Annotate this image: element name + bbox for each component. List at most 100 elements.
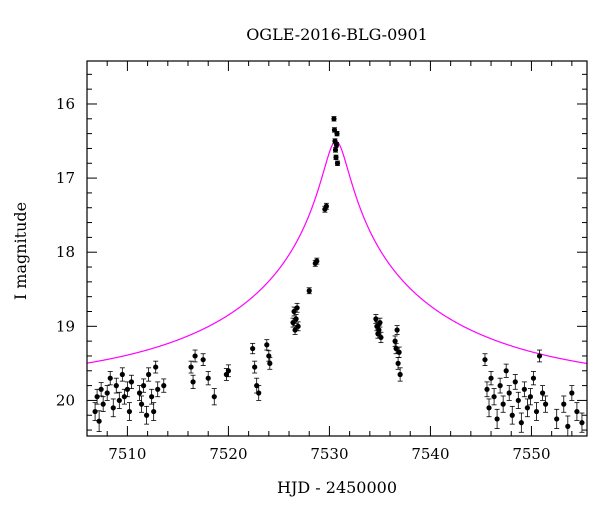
data-point xyxy=(161,383,167,389)
data-point xyxy=(512,379,518,385)
data-point xyxy=(392,338,398,344)
data-point xyxy=(521,386,527,392)
data-point xyxy=(539,390,546,396)
data-point xyxy=(494,416,500,422)
data-point xyxy=(92,408,98,415)
data-point xyxy=(378,334,384,341)
chart-title: OGLE-2016-BLG-0901 xyxy=(246,25,428,44)
data-point xyxy=(250,345,256,352)
y-tick-label: 20 xyxy=(56,391,75,409)
data-point xyxy=(515,397,521,404)
data-point xyxy=(377,320,383,326)
y-tick-label: 17 xyxy=(56,169,75,187)
data-point xyxy=(373,316,379,322)
y-tick-label: 19 xyxy=(56,317,75,335)
data-point xyxy=(497,383,503,389)
data-point xyxy=(542,401,549,407)
data-point xyxy=(491,394,497,400)
data-point xyxy=(396,349,402,355)
data-point xyxy=(291,308,297,315)
data-point xyxy=(256,390,262,396)
y-tick-label: 18 xyxy=(56,243,75,261)
data-point xyxy=(395,360,401,366)
data-point xyxy=(500,401,506,407)
x-tick-label: 7540 xyxy=(411,445,449,463)
data-point xyxy=(211,394,217,400)
data-point xyxy=(295,323,301,329)
data-point xyxy=(561,401,567,407)
data-point xyxy=(110,405,116,411)
data-point xyxy=(188,364,194,370)
data-point xyxy=(574,408,580,415)
data-point xyxy=(533,408,540,415)
x-axis-title: HJD - 2450000 xyxy=(277,478,397,497)
data-point xyxy=(294,305,300,311)
data-point xyxy=(149,394,155,400)
data-point xyxy=(98,386,104,392)
data-point xyxy=(225,368,232,374)
data-point xyxy=(126,408,133,415)
data-point xyxy=(136,390,143,396)
data-point xyxy=(333,154,339,160)
data-point xyxy=(486,405,492,411)
data-point xyxy=(579,420,585,426)
data-point xyxy=(94,394,100,400)
data-point xyxy=(100,401,106,407)
data-point xyxy=(306,288,312,294)
data-point xyxy=(290,320,296,326)
x-tick-label: 7520 xyxy=(209,445,247,463)
x-tick-label: 7550 xyxy=(512,445,550,463)
data-point xyxy=(565,423,571,429)
data-point xyxy=(205,375,211,381)
data-point xyxy=(151,408,157,415)
data-point xyxy=(138,401,145,407)
data-point xyxy=(267,360,273,366)
data-point xyxy=(113,383,119,389)
data-point xyxy=(323,203,329,209)
data-point xyxy=(153,364,159,370)
data-point xyxy=(96,418,102,424)
data-point xyxy=(536,353,543,359)
data-point xyxy=(376,327,382,333)
plot-frame xyxy=(86,60,588,437)
data-point xyxy=(128,379,135,385)
data-point xyxy=(119,371,125,378)
data-point xyxy=(333,142,340,148)
data-point xyxy=(155,386,161,392)
data-point xyxy=(314,258,320,264)
x-tick-label: 7510 xyxy=(108,445,146,463)
data-point xyxy=(509,412,515,418)
data-point xyxy=(264,342,270,348)
data-point xyxy=(252,364,258,370)
data-point xyxy=(293,316,299,322)
plot-area: 7510 7520 7530 7540 7550 16 17 18 19 20 xyxy=(56,61,587,463)
data-point xyxy=(397,371,403,378)
x-tick-label: 7530 xyxy=(310,445,348,463)
data-point xyxy=(116,397,122,404)
data-point xyxy=(484,386,490,392)
data-point xyxy=(292,327,298,333)
data-point xyxy=(569,390,575,396)
data-point xyxy=(143,412,150,418)
data-point xyxy=(121,394,127,400)
data-point xyxy=(192,353,198,359)
y-tick-label: 16 xyxy=(56,95,75,113)
data-point xyxy=(530,375,537,381)
data-point xyxy=(482,357,488,363)
data-point xyxy=(334,131,340,137)
data-point xyxy=(527,394,534,400)
data-point xyxy=(503,368,509,374)
data-point xyxy=(331,116,337,122)
data-point xyxy=(524,405,531,411)
data-point xyxy=(554,416,560,422)
data-point xyxy=(107,375,113,381)
data-point xyxy=(190,379,196,385)
y-axis-title: I magnitude xyxy=(11,202,30,300)
data-point xyxy=(200,357,206,363)
data-point xyxy=(332,147,339,153)
data-point xyxy=(506,390,512,396)
data-point xyxy=(104,390,110,396)
data-point xyxy=(146,371,152,378)
data-point xyxy=(518,420,524,426)
